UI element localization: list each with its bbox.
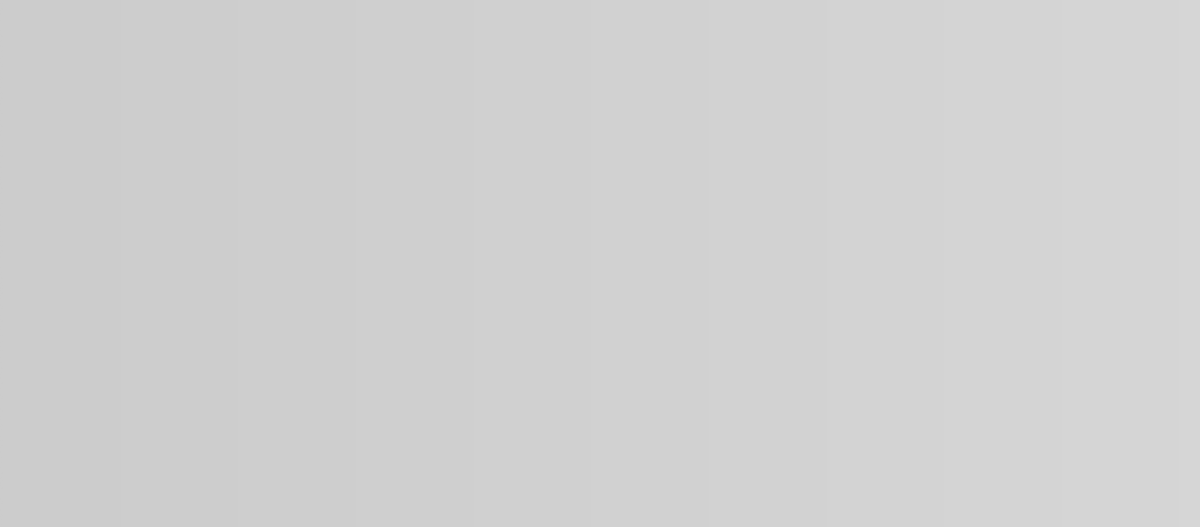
- Text: a. $f(x + y) =$: a. $f(x + y) =$: [30, 123, 143, 146]
- FancyBboxPatch shape: [205, 377, 379, 414]
- FancyBboxPatch shape: [642, 116, 864, 153]
- Text: $c(f(x)) =$: $c(f(x)) =$: [48, 384, 127, 407]
- Text: ).: ).: [700, 387, 714, 407]
- FancyBboxPatch shape: [654, 245, 822, 279]
- Text: +: +: [540, 188, 559, 208]
- Text: b. $f(cx) =$: b. $f(cx) =$: [30, 320, 119, 344]
- Text: c.  Is $f$ a linear transformation?: c. Is $f$ a linear transformation?: [30, 516, 338, 527]
- Text: ▼: ▼: [811, 263, 818, 272]
- Text: choose: choose: [382, 520, 446, 527]
- Text: (: (: [374, 382, 386, 412]
- Text: ▲: ▲: [811, 255, 818, 264]
- FancyBboxPatch shape: [174, 314, 636, 350]
- FancyBboxPatch shape: [228, 116, 630, 153]
- Text: Does $f(x + y) = f(x) + f(y)$ for all $x, y \in \mathbb{R}$?: Does $f(x + y) = f(x) + f(y)$ for all $x…: [48, 251, 420, 274]
- Text: ▲: ▲: [499, 521, 506, 527]
- Text: ,: ,: [632, 126, 638, 145]
- FancyBboxPatch shape: [342, 511, 510, 527]
- Text: ▼: ▼: [755, 459, 762, 469]
- Text: choose: choose: [637, 450, 702, 467]
- Polygon shape: [0, 14, 14, 71]
- Text: .: .: [842, 324, 848, 343]
- FancyBboxPatch shape: [598, 441, 766, 475]
- Text: choose: choose: [694, 253, 758, 271]
- Text: .: .: [864, 126, 870, 145]
- Text: ,: ,: [636, 324, 642, 343]
- FancyBboxPatch shape: [228, 179, 546, 216]
- FancyBboxPatch shape: [388, 377, 700, 414]
- Text: Let $f : \mathbb{R} \rightarrow \mathbb{R}^3$ be defined by $f(x) = (2x, 4x, -5x: Let $f : \mathbb{R} \rightarrow \mathbb{…: [98, 26, 895, 53]
- FancyBboxPatch shape: [644, 314, 842, 350]
- Text: Does $f(cx) = c(f(x))$ for all $c, x \in \mathbb{R}$?: Does $f(cx) = c(f(x))$ for all $c, x \in…: [48, 447, 367, 470]
- Text: .: .: [864, 190, 870, 209]
- Text: ▲: ▲: [755, 451, 762, 460]
- FancyBboxPatch shape: [564, 179, 864, 216]
- Text: $f(x) + f(y) =$: $f(x) + f(y) =$: [48, 186, 160, 209]
- FancyBboxPatch shape: [4, 14, 90, 71]
